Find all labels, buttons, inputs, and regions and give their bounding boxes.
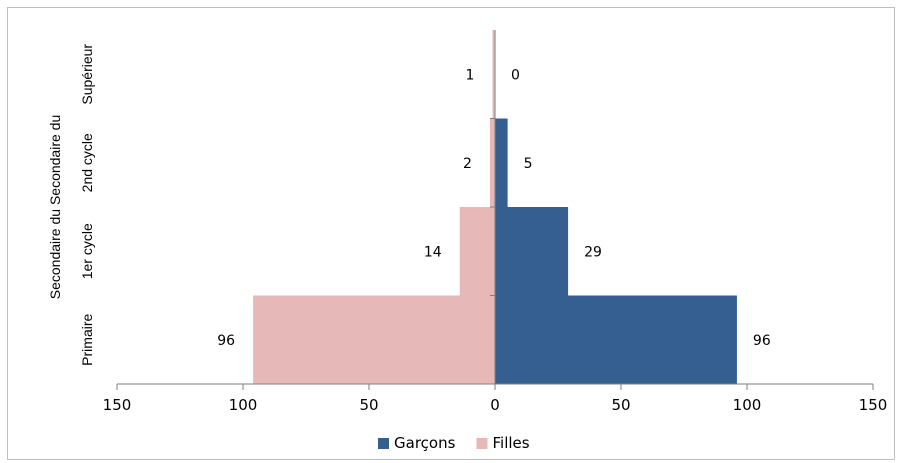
x-tick-label-0: 150 (103, 396, 132, 414)
x-tick-label-3: 0 (490, 396, 500, 414)
data-label-garcons-3: 0 (511, 67, 520, 83)
data-label-garcons-0: 96 (753, 333, 771, 349)
data-label-garcons-2: 5 (524, 156, 533, 172)
bar-garcons-2 (495, 118, 508, 207)
x-tick-label-1: 100 (229, 396, 258, 414)
category-labels: Primaire 1er cycle 2nd cycle Supérieur Secon… (47, 44, 95, 366)
legend: Garçons Filles (378, 434, 530, 452)
category-label-3: Supérieur (79, 44, 95, 105)
bar-filles-3 (492, 30, 495, 119)
x-axis: 150 100 50 0 50 100 150 (103, 30, 888, 414)
legend-label-1: Filles (493, 434, 530, 452)
bar-filles-2 (489, 118, 495, 207)
category-label-0: Primaire (79, 313, 95, 365)
category-group-label: Secondaire du Secondaire du (47, 115, 63, 299)
category-label-1: 1er cycle (79, 223, 95, 279)
data-label-filles-1: 14 (424, 244, 442, 260)
x-tick-label-6: 150 (859, 396, 888, 414)
data-label-filles-3: 1 (466, 67, 475, 83)
data-label-filles-2: 2 (463, 156, 472, 172)
bar-garcons-1 (495, 207, 569, 296)
legend-swatch-0 (378, 438, 389, 449)
bar-filles-1 (459, 207, 495, 296)
data-label-filles-0: 96 (217, 333, 235, 349)
legend-swatch-1 (476, 438, 488, 449)
data-label-garcons-1: 29 (584, 244, 602, 260)
x-tick-label-4: 50 (611, 396, 630, 414)
x-tick-label-2: 50 (359, 396, 378, 414)
bar-garcons-0 (495, 295, 737, 384)
category-label-2: 2nd cycle (79, 133, 95, 192)
plot-area (253, 30, 737, 384)
legend-label-0: Garçons (394, 434, 456, 452)
data-labels: 96 29 5 0 96 14 2 1 (217, 67, 771, 349)
bar-filles-0 (253, 295, 495, 384)
x-tick-label-5: 100 (733, 396, 762, 414)
